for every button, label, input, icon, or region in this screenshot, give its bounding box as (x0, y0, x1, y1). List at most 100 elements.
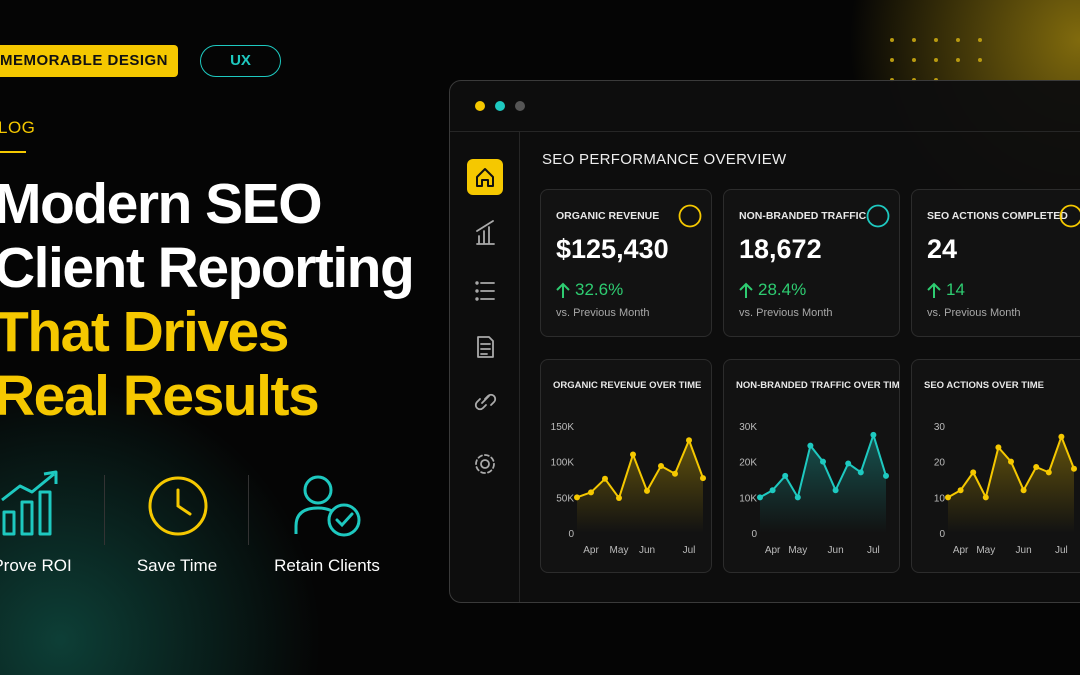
up-arrow (927, 282, 941, 298)
point (857, 469, 864, 476)
point (1058, 433, 1065, 440)
point (1008, 458, 1014, 465)
kpi-icon (678, 204, 702, 228)
chart-card: NON-BRANDED TRAFFIC OVER TIME 0 10K 20K 30K A… (723, 359, 906, 573)
kpi-value: 18,672 (739, 234, 822, 264)
y-tick-label: 0 (568, 529, 574, 540)
point (883, 472, 889, 479)
x-tick-label: Apr (583, 545, 599, 556)
chart: NON-BRANDED TRAFFIC OVER TIME 0 10K 20K 30K A… (736, 380, 906, 556)
y-tick-label: 0 (939, 529, 945, 540)
category: LOG (0, 118, 36, 137)
kpi-change: 28.4% (758, 280, 807, 299)
area (948, 436, 1074, 533)
chart: ORGANIC REVENUE OVER TIME 0 50K 100K 150K Apr… (551, 380, 706, 556)
kpi-icons (739, 204, 890, 298)
point (820, 458, 826, 465)
x-tick-label: Jun (1016, 545, 1032, 556)
y-tick-label: 20 (934, 458, 946, 469)
y-tick-label: 10 (934, 493, 946, 504)
kpi-card: ORGANIC REVENUE $125,430 32.6% vs. Previous… (540, 189, 712, 337)
kpi-change: 14 (946, 280, 965, 299)
kpi-label: SEO ACTIONS COMPLETED (927, 210, 1068, 222)
point (588, 489, 594, 496)
window-bar (450, 81, 1080, 132)
point (995, 444, 1002, 451)
x-tick-label: Jul (683, 545, 696, 556)
kpi-note: vs. Previous Month (739, 307, 833, 319)
nav-analytics[interactable] (476, 220, 495, 245)
chart: SEO ACTIONS OVER TIME 0 10 20 30 Apr May Jun Jul (924, 380, 1077, 556)
divider (104, 475, 105, 545)
dot-pattern (890, 38, 982, 82)
kpi-note: vs. Previous Month (556, 307, 650, 319)
y-tick-label: 30 (934, 422, 946, 433)
nav-home[interactable] (467, 159, 503, 195)
kpi-note: vs. Previous Month (927, 307, 1021, 319)
x-tick-label: Jul (867, 545, 880, 556)
feature-label: Retain Clients (274, 556, 380, 575)
y-tick-label: 0 (751, 529, 757, 540)
point (616, 495, 622, 502)
chart-card: ORGANIC REVENUE OVER TIME 0 50K 100K 150K Apr… (540, 359, 712, 573)
headline-line: That Drives (0, 300, 289, 364)
headline-line: Client Reporting (0, 236, 415, 300)
kpi-icon (866, 204, 890, 228)
window-dot (515, 101, 525, 111)
dashboard-window: SEO PERFORMANCE OVERVIEW ORGANIC REVENUE… (449, 80, 1080, 603)
point (672, 470, 678, 477)
kpi-label: NON-BRANDED TRAFFIC (739, 210, 867, 222)
y-tick-label: 50K (556, 493, 574, 504)
kpi-value: 24 (927, 234, 958, 264)
nav-list[interactable] (475, 281, 495, 301)
feature-icons (1, 470, 361, 537)
point (574, 494, 580, 501)
line (576, 439, 704, 500)
y-tick-label: 100K (551, 458, 575, 469)
point (644, 487, 650, 494)
chart-title: ORGANIC REVENUE OVER TIME (553, 380, 701, 391)
point (757, 494, 763, 501)
point (782, 472, 789, 479)
chart-title: NON-BRANDED TRAFFIC OVER TIME (736, 380, 899, 391)
x-tick-label: May (976, 545, 995, 556)
x-tick-label: May (610, 545, 629, 556)
point (794, 494, 801, 501)
nav-settings[interactable] (475, 454, 495, 474)
point (686, 437, 692, 444)
x-tick-label: Jul (1055, 545, 1068, 556)
dashboard-title: SEO PERFORMANCE OVERVIEW (542, 151, 787, 168)
point (832, 487, 839, 494)
window-dot (495, 101, 505, 111)
x-tick-label: Apr (765, 545, 781, 556)
x-tick-label: Jun (828, 545, 844, 556)
area (760, 434, 886, 533)
category-underline (0, 151, 26, 153)
kpi-value: $125,430 (556, 234, 669, 264)
y-tick-label: 150K (551, 422, 575, 433)
kpi-card: NON-BRANDED TRAFFIC 18,672 28.4% vs. Previo… (723, 189, 900, 337)
headline-line: Modern SEO (0, 172, 323, 236)
nav-links[interactable] (474, 393, 497, 411)
x-tick-label: Apr (953, 545, 969, 556)
y-tick-label: 10K (739, 493, 757, 504)
up-arrow (556, 282, 570, 298)
point (1071, 465, 1077, 472)
up-arrow (739, 282, 753, 298)
kpi-icons (927, 204, 1080, 298)
nav-reports[interactable] (477, 336, 494, 358)
point (630, 451, 636, 458)
feature-label: Prove ROI (0, 556, 72, 575)
kpi-change: 32.6% (575, 280, 624, 299)
point (870, 431, 877, 438)
point (945, 494, 951, 501)
headline-line: Real Results (0, 364, 320, 428)
chart-title: SEO ACTIONS OVER TIME (924, 380, 1044, 391)
sidebar (467, 159, 503, 474)
window-dot (475, 101, 485, 111)
point (1033, 464, 1040, 471)
chart-card: SEO ACTIONS OVER TIME 0 10 20 30 Apr May Jun Jul (911, 359, 1080, 573)
point (769, 487, 776, 494)
tag: MEMORABLE DESIGN (0, 45, 179, 77)
feature-label: Save Time (136, 556, 218, 575)
